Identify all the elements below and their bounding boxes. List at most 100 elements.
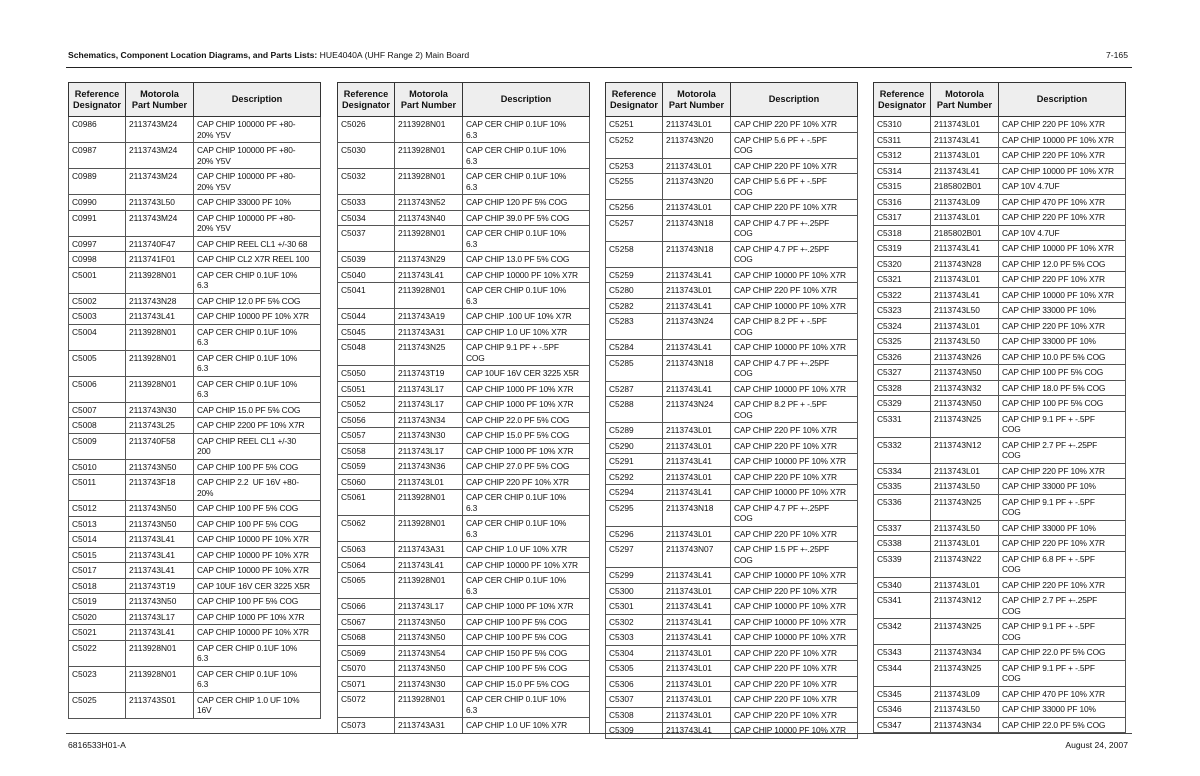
description: CAP CHIP 10000 PF 10% X7R	[730, 613, 858, 630]
reference-designator: C5001	[68, 266, 126, 294]
description: CAP CHIP 220 PF 10% X7R	[998, 576, 1126, 593]
reference-designator: C0997	[68, 235, 126, 252]
table-row: C5318 2185802B01 CAP 10V 4.7UF	[873, 224, 1126, 241]
parts-table: Reference Designator Motorola Part Number…	[873, 82, 1126, 733]
table-row: C5302 2113743L41 CAP CHIP 10000 PF 10% X7R	[605, 613, 858, 630]
reference-designator: C5323	[873, 302, 931, 319]
description: CAP CHIP CL2 X7R REEL 100	[193, 251, 321, 268]
reference-designator: C5004	[68, 323, 126, 351]
part-number: 2113743L01	[662, 525, 731, 542]
reference-designator: C5008	[68, 417, 126, 434]
part-number: 2113928N01	[125, 665, 194, 693]
description: CAP CER CHIP 0.1UF 10% 6.3	[193, 349, 321, 377]
part-number: 2113743L41	[662, 613, 731, 630]
table-row: C5297 2113743N07 CAP CHIP 1.5 PF +-.25PF C…	[605, 541, 858, 568]
reference-designator: C5338	[873, 535, 931, 552]
reference-designator: C5329	[873, 395, 931, 412]
table-row: C5288 2113743N24 CAP CHIP 8.2 PF + -.5PF C…	[605, 396, 858, 423]
column-header-reference: Reference Designator	[605, 82, 663, 117]
description: CAP CHIP 10000 PF 10% X7R	[730, 380, 858, 397]
table-row: C5346 2113743L50 CAP CHIP 33000 PF 10%	[873, 701, 1126, 718]
part-number: 2113743T19	[394, 365, 463, 382]
reference-designator: C5010	[68, 458, 126, 475]
reference-designator: C5041	[337, 282, 395, 309]
part-number: 2113743L01	[930, 576, 999, 593]
description: CAP CHIP 220 PF 10% X7R	[730, 660, 858, 677]
reference-designator: C5057	[337, 427, 395, 444]
reference-designator: C5345	[873, 685, 931, 702]
reference-designator: C5256	[605, 199, 663, 216]
part-number: 2113928N01	[125, 639, 194, 667]
table-row: C5064 2113743L41 CAP CHIP 10000 PF 10% X7R	[337, 556, 590, 573]
reference-designator: C5332	[873, 436, 931, 464]
table-row: C5002 2113743N28 CAP CHIP 12.0 PF 5% COG	[68, 292, 321, 309]
description: CAP CHIP 220 PF 10% X7R	[730, 437, 858, 454]
table-row: C5344 2113743N25 CAP CHIP 9.1 PF + -.5PF C…	[873, 659, 1126, 687]
reference-designator: C5347	[873, 716, 931, 733]
table-row: C5301 2113743L41 CAP CHIP 10000 PF 10% X7R	[605, 598, 858, 615]
table-row: C0987 2113743M24 CAP CHIP 100000 PF +80- 2…	[68, 142, 321, 169]
part-number: 2113743L50	[930, 519, 999, 536]
part-number: 2113743L01	[662, 437, 731, 454]
description: CAP CHIP 13.0 PF 5% COG	[462, 251, 590, 268]
table-row: C5290 2113743L01 CAP CHIP 220 PF 10% X7R	[605, 437, 858, 454]
description: CAP CHIP 100 PF 5% COG	[462, 629, 590, 646]
footer-rule	[66, 733, 1132, 734]
part-number: 2113743L41	[662, 380, 731, 397]
reference-designator: C5033	[337, 194, 395, 211]
description: CAP CHIP 22.0 PF 5% COG	[998, 716, 1126, 733]
reference-designator: C5072	[337, 691, 395, 718]
part-number: 2113743L01	[662, 706, 731, 723]
part-number: 2113743N18	[662, 354, 731, 382]
reference-designator: C5023	[68, 665, 126, 693]
reference-designator: C5044	[337, 308, 395, 325]
part-number: 2113743L41	[930, 286, 999, 303]
table-row: C5023 2113928N01 CAP CER CHIP 0.1UF 10% 6.…	[68, 665, 321, 693]
part-number: 2113743L01	[930, 271, 999, 288]
reference-designator: C5301	[605, 598, 663, 615]
part-number: 2113743L41	[662, 484, 731, 501]
table-row: C5309 2113743L41 CAP CHIP 10000 PF 10% X7R	[605, 722, 858, 739]
table-row: C5058 2113743L17 CAP CHIP 1000 PF 10% X7R	[337, 442, 590, 459]
reference-designator: C5006	[68, 375, 126, 403]
table-row: C5306 2113743L01 CAP CHIP 220 PF 10% X7R	[605, 675, 858, 692]
reference-designator: C5309	[605, 722, 663, 739]
table-row: C5315 2185802B01 CAP 10V 4.7UF	[873, 178, 1126, 195]
description: CAP CHIP 5.6 PF + -.5PF COG	[730, 131, 858, 159]
description: CAP CHIP 33000 PF 10%	[193, 194, 321, 211]
table-row: C5340 2113743L01 CAP CHIP 220 PF 10% X7R	[873, 576, 1126, 593]
part-number: 2113743N18	[662, 214, 731, 242]
part-number: 2113743L41	[930, 162, 999, 179]
description: CAP CHIP 10000 PF 10% X7R	[730, 339, 858, 356]
reference-designator: C5253	[605, 157, 663, 174]
reference-designator: C5299	[605, 567, 663, 584]
reference-designator: C5002	[68, 292, 126, 309]
part-number: 2113743N20	[662, 173, 731, 200]
description: CAP CHIP 10000 PF 10% X7R	[193, 546, 321, 563]
reference-designator: C5334	[873, 462, 931, 479]
reference-designator: C0986	[68, 116, 126, 143]
part-number: 2113743M24	[125, 209, 194, 237]
part-number: 2113743N22	[930, 550, 999, 578]
table-row: C5287 2113743L41 CAP CHIP 10000 PF 10% X7R	[605, 380, 858, 397]
reference-designator: C5257	[605, 214, 663, 242]
reference-designator: C5013	[68, 515, 126, 532]
reference-designator: C5326	[873, 348, 931, 365]
description: CAP CHIP 220 PF 10% X7R	[730, 199, 858, 216]
reference-designator: C5287	[605, 380, 663, 397]
part-number: 2113743L41	[662, 567, 731, 584]
part-number: 2113928N01	[394, 489, 463, 516]
description: CAP CHIP 15.0 PF 5% COG	[462, 427, 590, 444]
part-number: 2113743L01	[662, 582, 731, 599]
table-row: C5007 2113743N30 CAP CHIP 15.0 PF 5% COG	[68, 401, 321, 418]
description: CAP CHIP 100000 PF +80- 20% Y5V	[193, 168, 321, 195]
reference-designator: C5073	[337, 717, 395, 734]
table-row: C5252 2113743N20 CAP CHIP 5.6 PF + -.5PF C…	[605, 131, 858, 159]
part-number: 2113743N34	[930, 716, 999, 733]
description: CAP CHIP 10000 PF 10% X7R	[730, 629, 858, 646]
table-row: C5014 2113743L41 CAP CHIP 10000 PF 10% X7R	[68, 531, 321, 548]
table-row: C5051 2113743L17 CAP CHIP 1000 PF 10% X7R	[337, 380, 590, 397]
reference-designator: C5297	[605, 541, 663, 568]
table-row: C5009 2113740F58 CAP CHIP REEL CL1 +/-30 2…	[68, 432, 321, 460]
table-row: C5255 2113743N20 CAP CHIP 5.6 PF + -.5PF C…	[605, 173, 858, 200]
